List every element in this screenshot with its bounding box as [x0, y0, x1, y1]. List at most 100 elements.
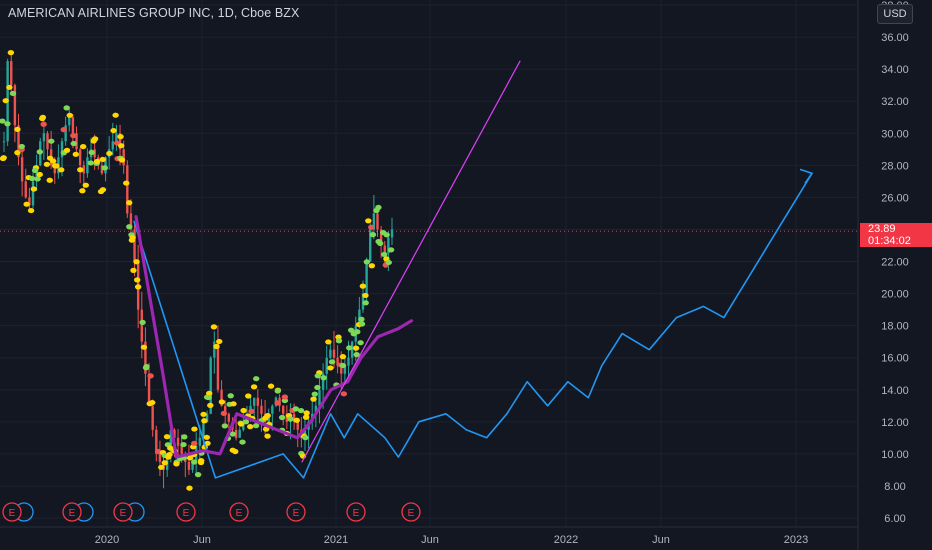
- indicator-dot: [4, 121, 11, 127]
- indicator-dot: [221, 423, 229, 429]
- candle-body: [122, 149, 125, 166]
- indicator-dot: [239, 439, 246, 445]
- indicator-dot: [46, 177, 53, 183]
- indicator-dot: [216, 338, 223, 345]
- candle-body: [296, 421, 299, 430]
- candle-body: [147, 373, 151, 406]
- y-tick-label: 28.00: [881, 160, 909, 172]
- candle-body: [118, 133, 122, 150]
- indicator-dot: [91, 136, 99, 142]
- candle-body: [140, 309, 143, 342]
- indicator-dot: [302, 414, 310, 420]
- indicator-dot: [66, 112, 73, 118]
- candle-body: [227, 413, 231, 422]
- indicator-dot: [353, 352, 360, 358]
- indicator-dot: [385, 259, 392, 266]
- indicator-dot: [245, 393, 252, 399]
- indicator-dot: [207, 402, 214, 408]
- candle-body: [2, 141, 6, 143]
- candle-body: [390, 229, 394, 238]
- candle-body: [115, 133, 118, 142]
- indicator-dot: [133, 259, 140, 265]
- indicator-dot: [352, 345, 360, 351]
- indicator-dot: [358, 316, 365, 322]
- candle-body: [28, 197, 31, 206]
- x-tick-label: Jun: [421, 534, 439, 546]
- candle-body: [336, 357, 339, 366]
- indicator-dot: [31, 167, 39, 174]
- indicator-dot: [23, 201, 30, 207]
- indicator-dot: [36, 149, 43, 155]
- indicator-dot: [213, 343, 220, 350]
- indicator-dot: [110, 127, 117, 134]
- candle-body: [173, 429, 176, 438]
- trend-line-magenta: [301, 60, 521, 463]
- x-tick-label: 2023: [784, 534, 808, 546]
- candle-body: [100, 165, 104, 174]
- indicator-dot: [34, 176, 41, 182]
- indicator-dot: [6, 84, 13, 90]
- candle-body: [365, 261, 368, 294]
- indicator-dot: [28, 175, 36, 182]
- moving-average-line: [134, 215, 414, 459]
- currency-button[interactable]: USD: [877, 4, 913, 24]
- candle-body: [329, 349, 332, 358]
- indicator-dot: [205, 394, 212, 401]
- indicator-dot: [18, 143, 25, 150]
- indicator-dot: [158, 464, 165, 470]
- candle-body: [176, 437, 180, 446]
- y-tick-label: 26.00: [881, 192, 909, 204]
- indicator-dot: [240, 407, 247, 414]
- indicator-dot: [166, 452, 173, 458]
- indicator-dot: [49, 158, 57, 164]
- indicator-dot: [79, 143, 87, 150]
- candle-body: [68, 117, 71, 126]
- earnings-marker-label: E: [69, 508, 76, 519]
- candle-body: [133, 229, 136, 262]
- indicator-dot: [303, 410, 310, 416]
- indicator-dot: [247, 424, 254, 430]
- candle-body: [111, 141, 114, 150]
- indicator-dot: [205, 390, 213, 396]
- indicator-dot: [139, 319, 146, 325]
- indicator-dot: [186, 455, 194, 461]
- indicator-dot: [190, 459, 198, 465]
- x-tick-label: Jun: [193, 534, 211, 546]
- candle-body: [13, 85, 17, 126]
- earnings-marker-icon: [176, 502, 196, 522]
- indicator-dot: [117, 134, 124, 140]
- indicator-dot: [375, 204, 382, 211]
- drawn-lines: [133, 60, 814, 479]
- indicator-dot: [381, 251, 388, 258]
- indicator-dot: [232, 448, 239, 455]
- indicator-dot: [346, 345, 353, 351]
- indicator-dot: [101, 165, 109, 171]
- indicator-dot: [387, 247, 395, 253]
- candle-body: [151, 405, 154, 430]
- indicator-dot: [129, 234, 136, 241]
- indicator-dot: [43, 161, 51, 167]
- candle-body: [158, 453, 162, 462]
- indicator-dot: [237, 421, 245, 427]
- indicator-dot: [357, 340, 364, 346]
- indicator-dot: [140, 344, 148, 350]
- candle-body: [202, 421, 205, 438]
- indicator-dot: [27, 207, 35, 214]
- indicator-dot: [53, 163, 60, 169]
- x-tick-label: 2022: [554, 534, 578, 546]
- indicator-dot: [191, 426, 198, 432]
- y-axis: 6.00 8.00 10.00 12.00 14.00 16.00 18.00 20.00 22…: [857, 0, 909, 550]
- earnings-marker-icon: [286, 502, 306, 522]
- candle-body: [325, 357, 328, 374]
- indicator-dot: [314, 373, 321, 379]
- indicator-dot: [230, 401, 237, 407]
- indicator-dot: [60, 127, 67, 133]
- indicator-dot: [14, 150, 21, 156]
- candle-body: [129, 213, 133, 230]
- candle-body: [169, 429, 173, 454]
- indicator-dot: [368, 224, 375, 230]
- y-tick-label: 36.00: [881, 32, 909, 44]
- indicator-dot: [274, 400, 281, 406]
- projection-arrow-head: [799, 168, 814, 184]
